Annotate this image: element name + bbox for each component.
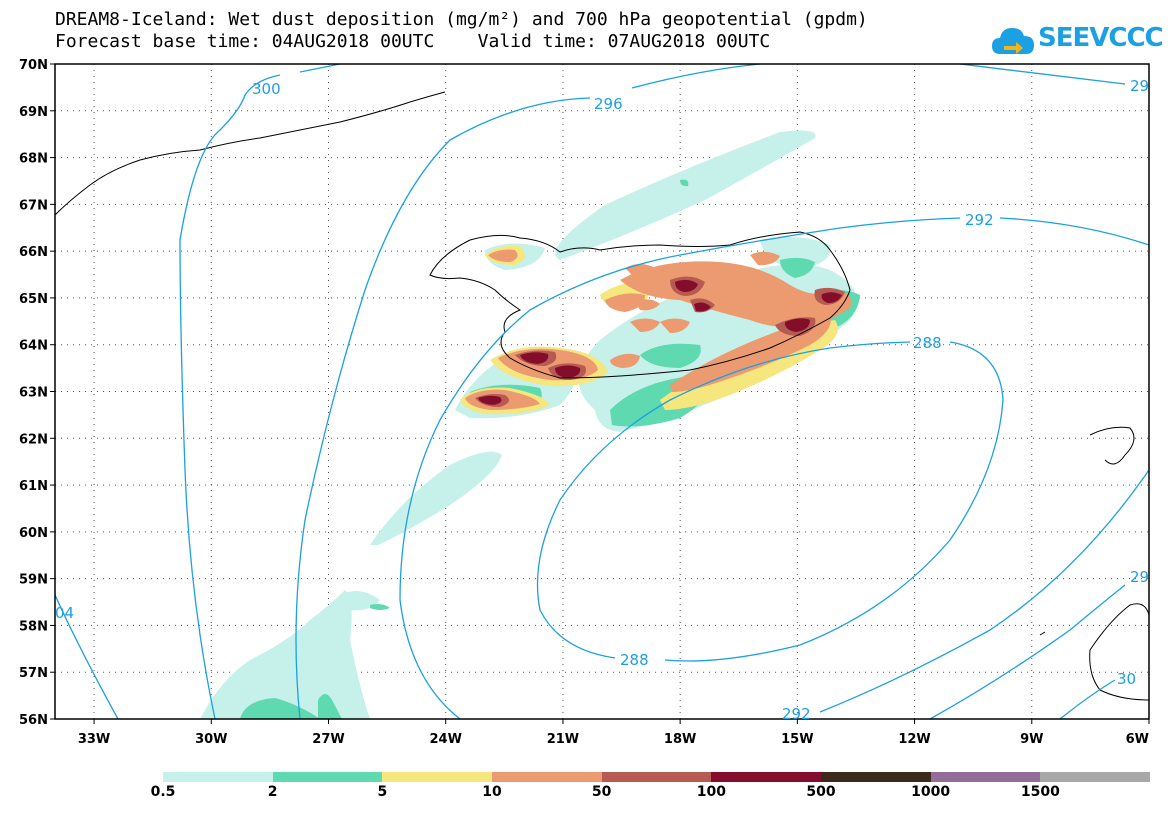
legend-label: 50 bbox=[591, 784, 612, 800]
contour-29x-top bbox=[959, 64, 1126, 85]
faroe-islands bbox=[1039, 631, 1046, 636]
contour-292-b bbox=[819, 469, 1149, 713]
lat-tick-label: 66N bbox=[19, 245, 48, 260]
iceland-coast bbox=[429, 231, 851, 379]
contour-288-b bbox=[664, 341, 1004, 662]
lat-tick-label: 58N bbox=[19, 619, 48, 634]
legend-label: 0.5 bbox=[150, 784, 176, 800]
lat-tick-label: 61N bbox=[19, 479, 48, 494]
greenland-coast bbox=[55, 91, 446, 216]
map-title: DREAM8-Iceland: Wet dust deposition (mg/… bbox=[55, 9, 868, 30]
lat-tick-label: 70N bbox=[19, 58, 48, 73]
contour-292-tail bbox=[999, 217, 1149, 246]
lon-tick-label: 30W bbox=[195, 732, 227, 747]
contour-label-292-lower: 292 bbox=[782, 705, 811, 723]
legend-label: 100 bbox=[696, 784, 726, 800]
lat-tick-label: 60N bbox=[19, 526, 48, 541]
legend-color-cell bbox=[492, 772, 602, 782]
legend-color-cell bbox=[1040, 772, 1151, 782]
scotland-coast bbox=[1089, 603, 1149, 701]
deposition-band-0.5 bbox=[200, 130, 857, 719]
lat-tick-label: 59N bbox=[19, 573, 48, 588]
lon-tick-label: 18W bbox=[664, 732, 696, 747]
lat-tick-label: 69N bbox=[19, 105, 48, 120]
contour-label-29-top: 29 bbox=[1130, 77, 1149, 95]
lon-tick-label: 9W bbox=[1020, 732, 1043, 747]
lat-tick-label: 68N bbox=[19, 152, 48, 167]
legend-color-cell bbox=[382, 772, 493, 782]
legend-label: 10 bbox=[482, 784, 502, 800]
cloud-arrow-icon bbox=[992, 28, 1034, 54]
contour-label-296: 296 bbox=[594, 95, 623, 113]
axis-ticks: 70N 69N 68N 67N 66N 65N 64N 63N 62N 61N 60N 59N 58N 5… bbox=[19, 58, 1150, 747]
legend-label: 1500 bbox=[1020, 784, 1060, 800]
contour-label-30-right: 30 bbox=[1117, 670, 1136, 688]
coastlines bbox=[55, 91, 1149, 701]
contour-label-292: 292 bbox=[965, 211, 994, 229]
contour-300 bbox=[179, 74, 281, 719]
contour-label-300: 300 bbox=[252, 80, 281, 98]
legend-labels: 0.5 2 5 10 50 100 500 1000 1500 bbox=[0, 784, 1175, 804]
contour-label-288-upper: 288 bbox=[913, 334, 942, 352]
contour-296 bbox=[295, 97, 591, 719]
lon-tick-label: 24W bbox=[429, 732, 461, 747]
legend-label: 5 bbox=[377, 784, 388, 800]
legend-color-cell bbox=[930, 772, 1041, 782]
lat-tick-label: 67N bbox=[19, 198, 48, 213]
contour-292 bbox=[399, 217, 961, 719]
legend-color-cell bbox=[163, 772, 273, 782]
lat-tick-label: 62N bbox=[19, 432, 48, 447]
legend-label: 2 bbox=[267, 784, 278, 800]
shetland-coast bbox=[1089, 426, 1135, 465]
lon-tick-label: 33W bbox=[78, 732, 110, 747]
contour-296-tail bbox=[631, 64, 761, 89]
contour-29x-right bbox=[929, 584, 1126, 719]
lon-tick-label: 12W bbox=[898, 732, 930, 747]
contour-label-288-lower: 288 bbox=[620, 651, 649, 669]
lon-tick-label: 27W bbox=[312, 732, 344, 747]
legend-color-cell bbox=[601, 772, 712, 782]
contour-300-right bbox=[299, 64, 341, 73]
lat-tick-label: 64N bbox=[19, 339, 48, 354]
dust-deposition-shading bbox=[200, 130, 860, 719]
seevccc-logo: SEEVCCC bbox=[990, 20, 1164, 60]
lat-tick-label: 56N bbox=[19, 713, 48, 728]
lon-tick-label: 6W bbox=[1126, 732, 1149, 747]
legend-color-cell bbox=[711, 772, 822, 782]
contour-30x-right bbox=[1059, 679, 1116, 719]
lon-tick-label: 15W bbox=[781, 732, 813, 747]
legend-color-cell bbox=[272, 772, 383, 782]
legend-label: 500 bbox=[806, 784, 836, 800]
contour-288 bbox=[536, 341, 911, 659]
contour-label-304-left: 04 bbox=[55, 604, 74, 622]
contour-304-left bbox=[55, 594, 119, 719]
deposition-band-100 bbox=[478, 279, 842, 405]
lon-tick-label: 21W bbox=[547, 732, 579, 747]
lat-tick-label: 57N bbox=[19, 666, 48, 681]
map-subtitle: Forecast base time: 04AUG2018 00UTC Vali… bbox=[55, 31, 771, 52]
lat-tick-label: 65N bbox=[19, 292, 48, 307]
lat-tick-label: 63N bbox=[19, 386, 48, 401]
geopotential-contours bbox=[55, 64, 1149, 719]
logo-text: SEEVCCC bbox=[1038, 23, 1164, 53]
legend-label: 1000 bbox=[911, 784, 951, 800]
legend-color-cell bbox=[821, 772, 931, 782]
color-legend bbox=[163, 772, 1151, 782]
contour-label-29-right: 29 bbox=[1130, 568, 1149, 586]
contour-labels: 300 296 29 292 288 288 292 29 30 04 bbox=[55, 77, 1149, 723]
